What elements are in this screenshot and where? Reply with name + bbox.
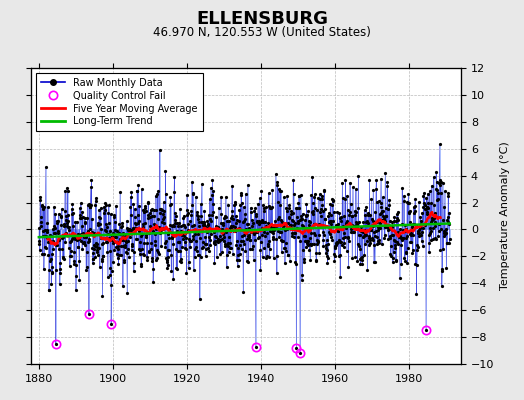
Y-axis label: Temperature Anomaly (°C): Temperature Anomaly (°C)	[500, 142, 510, 290]
Text: ELLENSBURG: ELLENSBURG	[196, 10, 328, 28]
Legend: Raw Monthly Data, Quality Control Fail, Five Year Moving Average, Long-Term Tren: Raw Monthly Data, Quality Control Fail, …	[36, 73, 203, 131]
Text: 46.970 N, 120.553 W (United States): 46.970 N, 120.553 W (United States)	[153, 26, 371, 39]
